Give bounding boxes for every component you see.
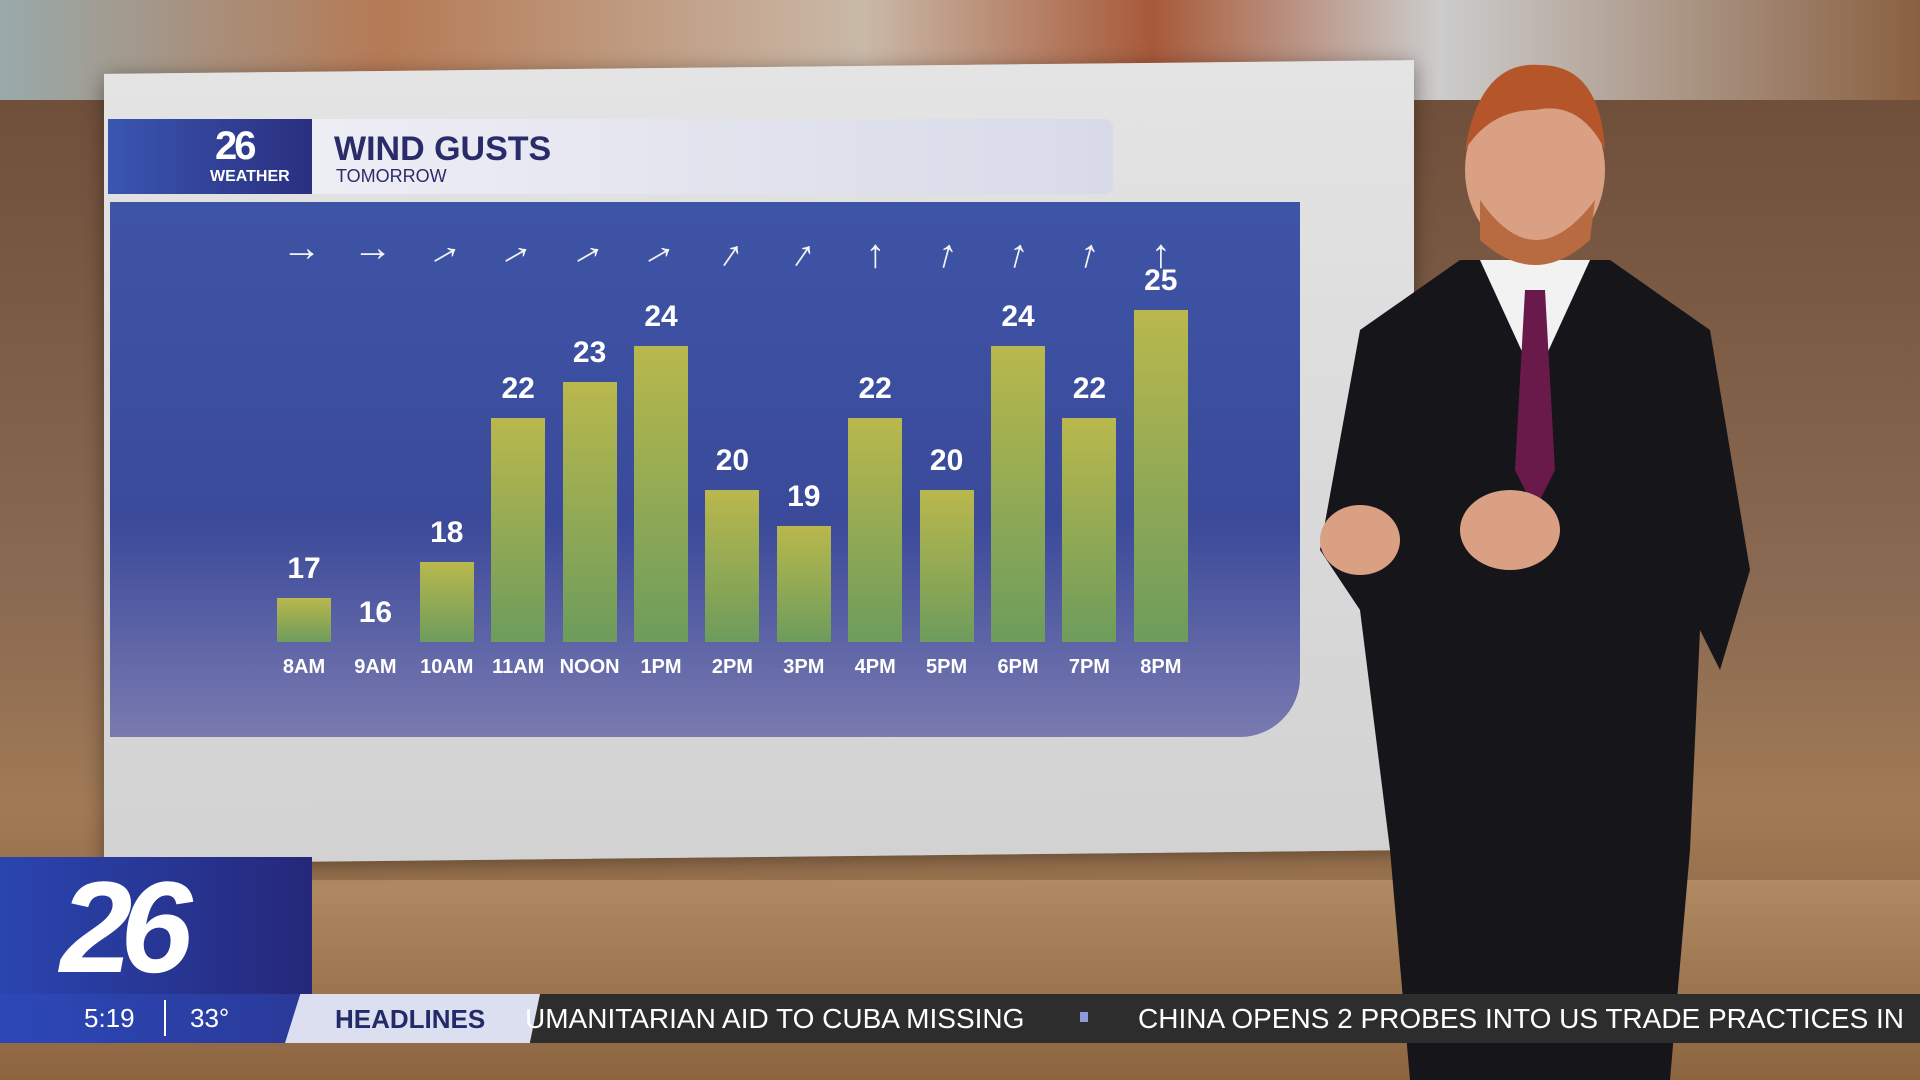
time-temp-bar <box>0 994 300 1043</box>
station-logo-number: 26 <box>60 854 193 1000</box>
bar <box>919 490 974 642</box>
data-label: 20 <box>715 444 750 477</box>
data-label: 22 <box>501 372 535 405</box>
presenter <box>1320 64 1750 1080</box>
bar <box>705 490 760 642</box>
bar <box>848 418 903 642</box>
data-label: 17 <box>287 552 321 585</box>
bar <box>634 346 688 642</box>
station-logo <box>0 857 312 994</box>
data-label: 16 <box>358 596 393 629</box>
category-label: 10AM <box>420 656 474 678</box>
category-label: NOON <box>559 656 620 678</box>
logo-number: 26 <box>215 124 256 168</box>
ticker-separator <box>1080 1012 1088 1022</box>
category-label: 8PM <box>1140 656 1182 678</box>
category-label: 2PM <box>711 656 753 678</box>
category-label: 9AM <box>354 656 397 678</box>
data-label: 25 <box>1144 264 1178 297</box>
data-label: 24 <box>644 300 678 333</box>
bar <box>419 562 474 642</box>
category-label: 11AM <box>492 656 545 678</box>
category-label: 8AM <box>282 656 326 678</box>
graphic-title: WIND GUSTS <box>334 130 552 168</box>
data-label: 23 <box>572 336 607 369</box>
bar <box>1062 418 1117 642</box>
news-ticker <box>520 994 1920 1043</box>
category-label: 6PM <box>997 656 1039 678</box>
ticker-item: CHINA OPENS 2 PROBES INTO US TRADE PRACT… <box>1138 1003 1905 1034</box>
data-label: 24 <box>1001 300 1035 333</box>
bar <box>1133 310 1188 642</box>
weather-logo <box>108 119 312 194</box>
bar <box>562 382 617 642</box>
data-label: 19 <box>787 480 821 513</box>
category-label: 5PM <box>926 656 968 678</box>
wind-arrow-icon: ↑ <box>1150 232 1171 276</box>
ticker-item: UMANITARIAN AID TO CUBA MISSING <box>525 1003 1025 1034</box>
headlines-label: HEADLINES <box>335 1004 486 1034</box>
logo-weather-text: WEATHER <box>210 168 290 185</box>
category-label: 1PM <box>640 656 682 678</box>
current-time: 5:19 <box>84 1003 135 1033</box>
data-label: 22 <box>858 372 892 405</box>
bar <box>277 598 331 642</box>
category-label: 4PM <box>854 656 896 678</box>
wind-arrow-icon: ↑ <box>865 232 886 276</box>
wind-arrow-icon: ↑ <box>353 244 398 264</box>
bar <box>491 418 546 642</box>
current-temperature: 33° <box>190 1003 230 1033</box>
bar <box>991 346 1045 642</box>
wind-arrow-icon: ↑ <box>282 244 326 264</box>
data-label: 18 <box>430 516 464 549</box>
data-label: 20 <box>929 444 964 477</box>
bar <box>776 526 831 642</box>
headlines-label-bg <box>285 994 540 1043</box>
divider <box>164 1000 166 1036</box>
category-label: 3PM <box>783 656 825 678</box>
graphic-subtitle: TOMORROW <box>336 166 447 186</box>
category-label: 7PM <box>1068 656 1110 678</box>
data-label: 22 <box>1072 372 1107 405</box>
